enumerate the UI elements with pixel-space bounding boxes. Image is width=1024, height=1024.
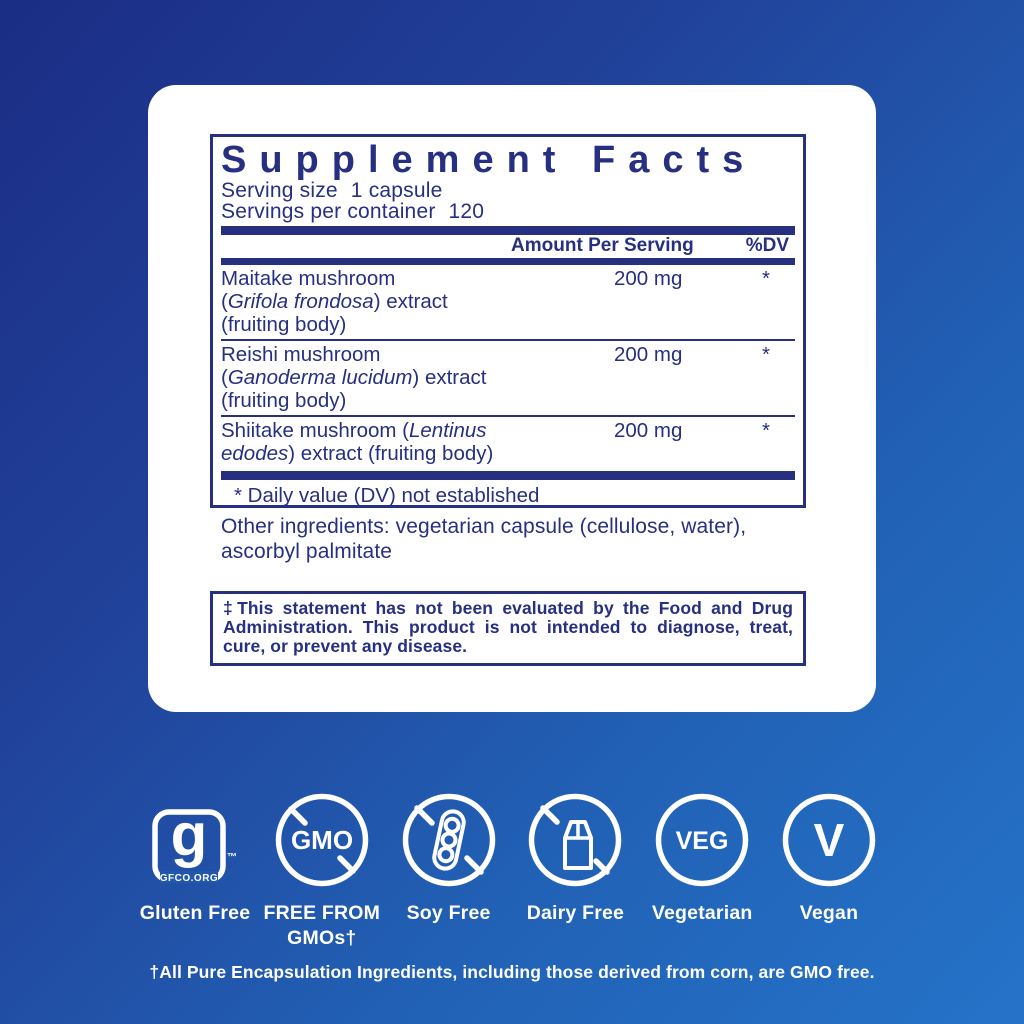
supplement-facts-panel: Supplement Facts Serving size 1 capsule S… — [210, 134, 806, 508]
gfco-org-text: GFCO.ORG — [160, 873, 218, 884]
divider-thick-top — [221, 225, 795, 235]
veg-circle-text: VEG — [676, 827, 729, 855]
facts-header-row: Amount Per Serving %DV — [221, 235, 795, 258]
badge-dairy-free: Dairy Free — [514, 792, 636, 951]
supplement-facts-card: Supplement Facts Serving size 1 capsule S… — [148, 85, 876, 712]
divider-thin-header — [221, 257, 795, 265]
serving-size-label: Serving size — [221, 178, 338, 202]
fda-disclaimer-box: ‡This statement has not been evaluated b… — [210, 591, 806, 666]
ingredient-amount: 200 mg — [614, 342, 683, 366]
no-gmo-icon: GMO — [275, 793, 369, 887]
vegan-icon: V — [782, 793, 876, 887]
no-dairy-icon — [529, 793, 622, 887]
servings-per-container-value: 120 — [448, 200, 485, 224]
gmo-circle-text: GMO — [291, 825, 353, 855]
badge-label-vegan: Vegan — [799, 902, 859, 924]
gfco-gluten-free-icon: g GFCO.ORG ™ — [152, 801, 237, 884]
gfco-tm-mark: ™ — [227, 852, 237, 863]
ingredient-amount: 200 mg — [614, 418, 683, 442]
badge-label-gmo-free: FREE FROM GMOs† — [263, 902, 381, 949]
badge-gmo-free: GMO FREE FROM GMOs† — [261, 792, 383, 951]
certification-badges-row: g GFCO.ORG ™ Gluten Free GMO FREE FROM G… — [134, 792, 890, 951]
vegetarian-icon: VEG — [655, 793, 749, 887]
gmo-footnote-text: †All Pure Encapsulation Ingredients, inc… — [149, 962, 875, 982]
servings-per-container-label: Servings per container — [221, 200, 436, 224]
serving-size-row: Serving size 1 capsule — [221, 180, 795, 202]
badge-label-vegetarian: Vegetarian — [651, 902, 753, 924]
dv-footnote: * Daily value (DV) not established — [234, 483, 540, 507]
ingredient-row: Reishi mushroom (Ganoderma lucidum) extra… — [221, 338, 795, 415]
fda-disclaimer-text: ‡This statement has not been evaluated b… — [223, 598, 793, 656]
ingredient-row: Shiitake mushroom (Lentinus edodes) extra… — [221, 414, 795, 468]
ingredient-dv: * — [762, 342, 770, 366]
ingredient-dv: * — [762, 266, 770, 290]
amount-per-serving-header: Amount Per Serving — [511, 235, 694, 257]
ingredient-dv: * — [762, 418, 770, 442]
percent-dv-header: %DV — [745, 235, 789, 257]
badge-gluten-free: g GFCO.ORG ™ Gluten Free — [134, 792, 256, 951]
ingredient-row: Maitake mushroom (Grifola frondosa) extra… — [221, 265, 795, 339]
badge-vegan: V Vegan — [768, 792, 890, 951]
ingredient-amount: 200 mg — [614, 266, 683, 290]
ingredient-name: Reishi mushroom (Ganoderma lucidum) extra… — [221, 342, 487, 412]
badge-label-soy-free: Soy Free — [406, 902, 491, 924]
gfco-g-glyph: g — [171, 801, 208, 868]
badge-label-dairy-free: Dairy Free — [526, 902, 625, 924]
ingredient-name: Shiitake mushroom (Lentinus edodes) extra… — [221, 418, 494, 465]
servings-per-container-row: Servings per container 120 — [221, 201, 795, 223]
other-ingredients-text: Other ingredients: vegetarian capsule (c… — [221, 515, 747, 563]
no-soy-icon — [402, 793, 495, 887]
supplement-facts-title: Supplement Facts — [221, 139, 757, 181]
ingredient-rows: Maitake mushroom (Grifola frondosa) extra… — [221, 265, 795, 468]
divider-thick-bottom — [221, 470, 795, 480]
badge-label-gluten-free: Gluten Free — [139, 902, 251, 924]
badge-soy-free: Soy Free — [388, 792, 510, 951]
vegan-circle-text: V — [814, 814, 845, 866]
serving-size-value: 1 capsule — [350, 178, 443, 202]
badge-vegetarian: VEG Vegetarian — [641, 792, 763, 951]
ingredient-name: Maitake mushroom (Grifola frondosa) extra… — [221, 266, 448, 336]
